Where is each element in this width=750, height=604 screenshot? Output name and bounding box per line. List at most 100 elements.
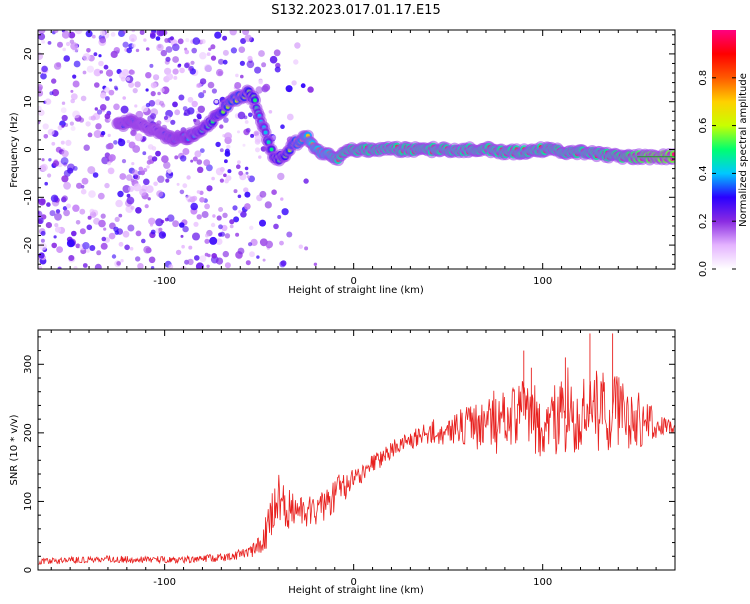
heatmap-noise-point bbox=[238, 210, 242, 214]
heatmap-noise-point bbox=[258, 50, 265, 57]
heatmap-noise-point bbox=[82, 70, 87, 75]
heatmap-noise-point bbox=[198, 92, 205, 99]
heatmap-noise-point bbox=[250, 133, 255, 138]
heatmap-x-tick-label: 0 bbox=[350, 276, 356, 287]
heatmap-noise-point bbox=[104, 87, 110, 93]
heatmap-noise-point bbox=[38, 89, 44, 97]
heatmap-noise-point bbox=[93, 52, 98, 57]
heatmap-noise-point bbox=[57, 266, 62, 269]
heatmap-noise-point bbox=[150, 82, 157, 89]
heatmap-noise-point bbox=[39, 242, 47, 251]
heatmap-noise-point bbox=[93, 68, 102, 77]
heatmap-noise-point bbox=[51, 89, 60, 97]
heatmap-noise-point bbox=[105, 96, 110, 101]
heatmap-noise-point bbox=[273, 223, 279, 230]
heatmap-noise-point bbox=[172, 43, 180, 52]
heatmap-noise-point bbox=[226, 144, 231, 149]
heatmap-y-tick-label: -10 bbox=[23, 189, 34, 205]
heatmap-noise-point bbox=[240, 38, 247, 44]
heatmap-noise-point bbox=[86, 48, 91, 53]
heatmap-noise-point bbox=[237, 130, 240, 134]
heatmap-noise-point bbox=[99, 104, 107, 111]
heatmap-noise-point bbox=[122, 41, 129, 48]
heatmap-noise-point bbox=[303, 178, 309, 184]
heatmap-noise-point bbox=[144, 204, 149, 209]
heatmap-noise-point bbox=[238, 170, 244, 176]
heatmap-noise-point bbox=[166, 73, 174, 81]
heatmap-y-tick-label: 0 bbox=[23, 146, 34, 152]
heatmap-noise-point bbox=[180, 155, 187, 162]
heatmap-noise-point bbox=[242, 30, 250, 36]
heatmap-noise-point bbox=[147, 197, 151, 201]
heatmap-noise-point bbox=[141, 238, 146, 244]
heatmap-noise-point bbox=[72, 74, 77, 79]
heatmap-noise-point bbox=[181, 244, 185, 249]
heatmap-noise-point bbox=[70, 89, 74, 93]
heatmap-noise-point bbox=[143, 178, 150, 186]
heatmap-noise-point bbox=[215, 238, 223, 246]
heatmap-noise-point bbox=[191, 47, 197, 54]
heatmap-noise-point bbox=[280, 124, 285, 129]
heatmap-noise-point bbox=[61, 101, 66, 105]
heatmap-noise-point bbox=[279, 240, 284, 246]
heatmap-noise-point bbox=[38, 30, 46, 34]
heatmap-noise-point bbox=[190, 159, 194, 163]
snr-y-tick-label: 0 bbox=[23, 567, 34, 573]
heatmap-noise-point bbox=[178, 94, 185, 101]
heatmap-noise-point bbox=[199, 197, 205, 203]
colorbar-tick-label: 0.2 bbox=[698, 213, 709, 229]
heatmap-noise-point bbox=[88, 190, 96, 198]
heatmap-noise-point bbox=[128, 186, 134, 192]
heatmap-noise-point bbox=[110, 50, 118, 59]
heatmap-noise-point bbox=[80, 188, 87, 195]
heatmap-noise-point bbox=[259, 190, 267, 198]
heatmap-noise-point bbox=[134, 133, 143, 142]
heatmap-noise-point bbox=[103, 227, 107, 231]
heatmap-noise-point bbox=[242, 143, 246, 147]
heatmap-noise-point bbox=[82, 242, 90, 250]
heatmap-noise-point bbox=[135, 256, 141, 262]
heatmap-noise-point bbox=[199, 52, 207, 60]
heatmap-noise-point bbox=[117, 190, 124, 198]
heatmap-noise-point bbox=[141, 105, 149, 113]
snr-y-tick-label: 100 bbox=[23, 492, 34, 511]
heatmap-noise-point bbox=[215, 141, 221, 148]
heatmap-noise-point bbox=[224, 132, 233, 141]
colorbar-tick-label: 0.6 bbox=[698, 118, 709, 134]
heatmap-noise-point bbox=[63, 209, 70, 217]
heatmap-noise-point bbox=[94, 82, 100, 88]
heatmap-noise-point bbox=[94, 107, 99, 111]
heatmap-noise-point bbox=[126, 193, 131, 198]
heatmap-noise-point bbox=[55, 209, 61, 214]
heatmap-noise-point bbox=[204, 238, 210, 244]
heatmap-noise-point bbox=[85, 121, 91, 127]
heatmap-noise-point bbox=[196, 190, 201, 194]
heatmap-noise-point bbox=[151, 156, 158, 162]
heatmap-noise-point bbox=[70, 42, 78, 50]
heatmap-noise-point bbox=[53, 235, 57, 239]
heatmap-noise-point bbox=[168, 264, 174, 269]
heatmap-noise-point bbox=[81, 177, 89, 185]
heatmap-noise-point bbox=[73, 60, 81, 68]
heatmap-noise-point bbox=[236, 164, 241, 169]
heatmap-noise-point bbox=[86, 224, 93, 231]
heatmap-noise-point bbox=[134, 81, 141, 88]
heatmap-noise-point bbox=[53, 30, 59, 34]
heatmap-noise-point bbox=[269, 55, 278, 64]
heatmap-noise-point bbox=[218, 207, 224, 212]
heatmap-noise-point bbox=[94, 263, 102, 269]
heatmap-noise-point bbox=[187, 258, 194, 266]
heatmap-noise-point bbox=[40, 230, 46, 236]
heatmap-noise-point bbox=[155, 150, 161, 157]
heatmap-noise-point bbox=[268, 110, 273, 114]
heatmap-noise-point bbox=[234, 82, 242, 89]
heatmap-noise-point bbox=[73, 266, 78, 269]
heatmap-noise-point bbox=[163, 161, 171, 169]
heatmap-noise-point bbox=[69, 121, 74, 126]
heatmap-noise-point bbox=[142, 151, 147, 156]
heatmap-noise-point bbox=[63, 181, 71, 190]
heatmap-x-tick-label: -100 bbox=[153, 276, 176, 287]
heatmap-noise-point bbox=[131, 169, 139, 176]
